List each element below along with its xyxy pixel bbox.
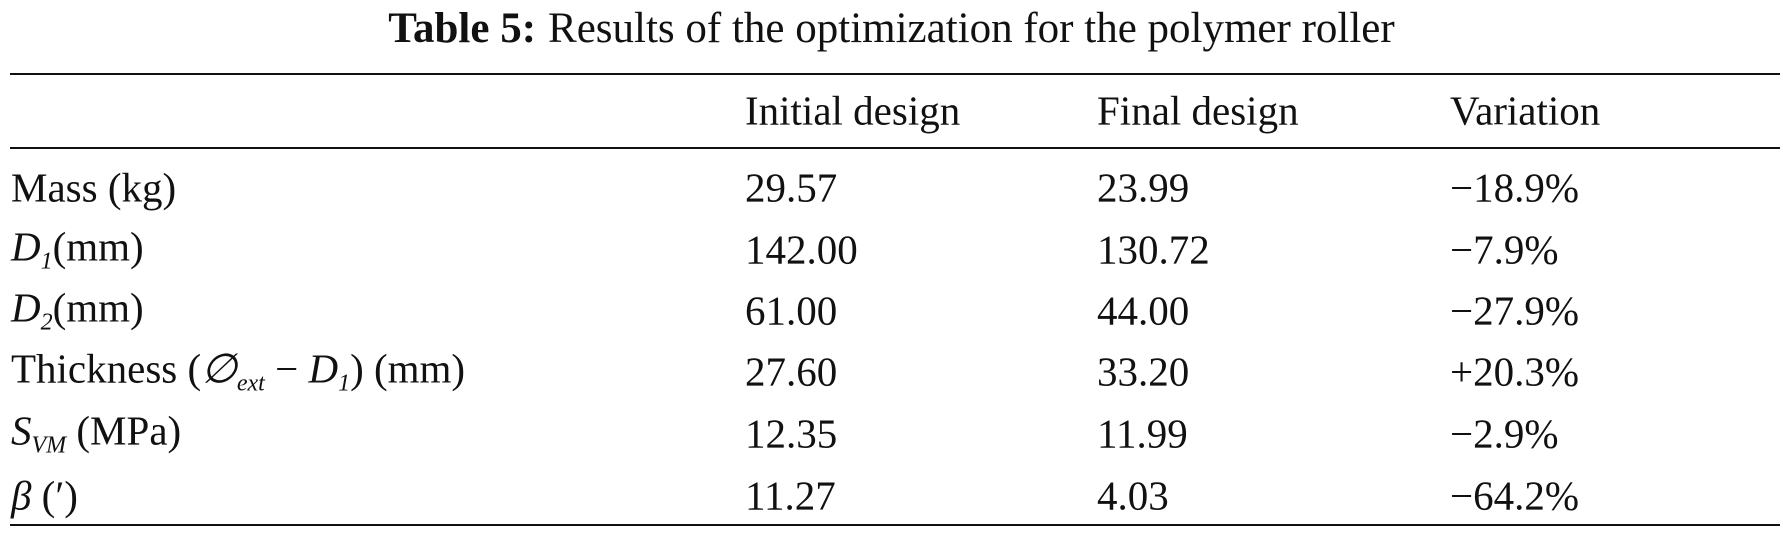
cell-value: −27.9% <box>1450 287 1580 334</box>
label-part: D <box>11 223 41 270</box>
bottom-rule <box>10 524 1780 526</box>
cell-value: 44.00 <box>1097 287 1190 334</box>
cell-value: −18.9% <box>1450 164 1580 211</box>
row-label: Thickness (∅ext − D1) (mm) <box>11 345 466 397</box>
row-label: Mass (kg) <box>11 164 177 211</box>
label-part: (′) <box>31 472 78 519</box>
cell-value: 12.35 <box>745 410 838 457</box>
label-part: 1 <box>338 370 351 397</box>
cell-value: 33.20 <box>1097 348 1190 395</box>
caption-label: Table 5: <box>388 5 537 52</box>
label-part: Thickness ( <box>11 345 202 392</box>
label-part: Mass (kg) <box>11 164 177 211</box>
column-header: Variation <box>1450 87 1601 134</box>
cell-value: 4.03 <box>1097 472 1169 519</box>
cell-value: 11.99 <box>1097 410 1188 457</box>
cell-value: 27.60 <box>745 348 838 395</box>
label-part: (MPa) <box>66 407 182 454</box>
cell-value: 11.27 <box>745 472 836 519</box>
row-label: β (′) <box>11 472 78 519</box>
row-label: D2(mm) <box>11 284 144 336</box>
caption: Table 5: Results of the optimization for … <box>0 4 1783 53</box>
label-part: VM <box>31 432 67 459</box>
cell-value: 29.57 <box>745 164 838 211</box>
cell-value: −2.9% <box>1450 410 1559 457</box>
label-part: S <box>11 407 32 454</box>
top-rule <box>10 73 1780 75</box>
column-header: Initial design <box>745 87 961 134</box>
label-part: (mm) <box>52 284 144 331</box>
label-part: 1 <box>40 248 53 275</box>
cell-value: −7.9% <box>1450 226 1559 273</box>
cell-value: +20.3% <box>1450 348 1580 395</box>
header-rule <box>10 147 1780 149</box>
cell-value: 23.99 <box>1097 164 1190 211</box>
label-part: ∅ <box>201 345 237 392</box>
cell-value: 61.00 <box>745 287 838 334</box>
label-part: D <box>308 345 339 392</box>
cell-value: −64.2% <box>1450 472 1580 519</box>
label-part: ) (mm) <box>350 345 466 392</box>
cell-value: 130.72 <box>1097 226 1210 273</box>
cell-value: 142.00 <box>745 226 858 273</box>
label-part: ext <box>236 370 265 397</box>
label-part: − <box>264 345 309 392</box>
label-part: D <box>11 284 41 331</box>
row-label: SVM (MPa) <box>11 407 182 459</box>
caption-text: Results of the optimization for the poly… <box>548 5 1395 52</box>
label-part: (mm) <box>52 223 144 270</box>
column-header: Final design <box>1097 87 1299 134</box>
label-part: β <box>11 472 32 519</box>
row-label: D1(mm) <box>11 223 144 275</box>
label-part: 2 <box>40 309 53 336</box>
